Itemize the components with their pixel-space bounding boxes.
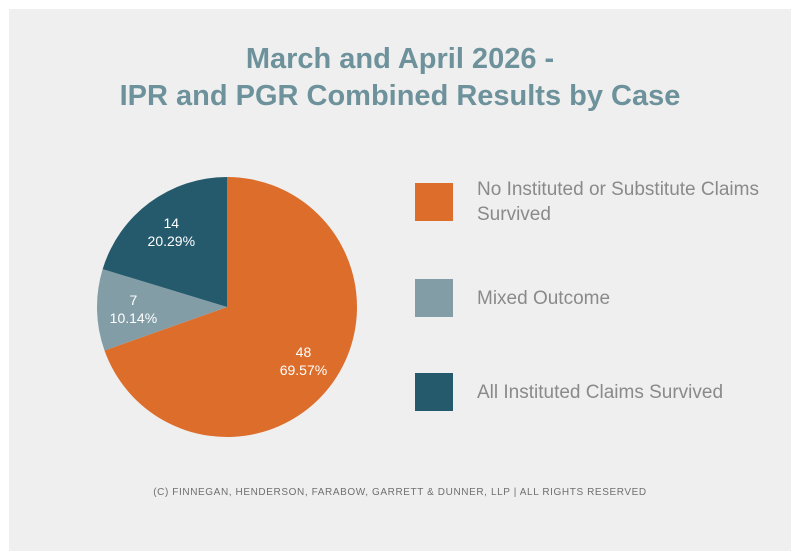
legend-label-mixed-outcome: Mixed Outcome xyxy=(477,287,611,309)
legend-item-no-instituted: No Instituted or Substitute Claims Survi… xyxy=(415,177,777,227)
copyright-footer: (C) FINNEGAN, HENDERSON, FARABOW, GARRET… xyxy=(153,487,647,498)
legend-label-all-instituted: All Instituted Claims Survived xyxy=(477,381,724,403)
legend-swatch-mixed-outcome xyxy=(415,279,453,317)
pie-slice-mixed-outcome xyxy=(96,269,227,351)
chart-title: March and April 2026 - IPR and PGR Combi… xyxy=(9,41,791,115)
chart-card: March and April 2026 - IPR and PGR Combi… xyxy=(9,9,791,551)
pie-slice-no-instituted xyxy=(104,177,358,437)
chart-title-line-1: March and April 2026 - xyxy=(245,43,555,75)
slice-percent-mixed-outcome: 10.14% xyxy=(110,310,157,326)
slice-percent-all-instituted: 20.29% xyxy=(148,233,195,249)
slice-count-all-instituted: 14 xyxy=(164,215,180,231)
chart-title-line-2: IPR and PGR Combined Results by Case xyxy=(119,80,681,112)
legend-item-mixed-outcome: Mixed Outcome xyxy=(415,279,777,317)
pie-chart: 48 69.57% 7 10.14% 14 20.29% xyxy=(96,177,358,437)
legend-swatch-no-instituted xyxy=(415,183,453,221)
legend-swatch-all-instituted xyxy=(415,373,453,411)
slice-count-no-instituted: 48 xyxy=(296,344,312,360)
pie-slice-all-instituted xyxy=(102,177,227,307)
slice-count-mixed-outcome: 7 xyxy=(130,292,138,308)
legend-label-no-instituted: No Instituted or Substitute Claims Survi… xyxy=(477,179,759,225)
slice-percent-no-instituted: 69.57% xyxy=(280,362,327,378)
chart-legend: No Instituted or Substitute Claims Survi… xyxy=(415,9,785,551)
legend-item-all-instituted: All Instituted Claims Survived xyxy=(415,373,777,411)
